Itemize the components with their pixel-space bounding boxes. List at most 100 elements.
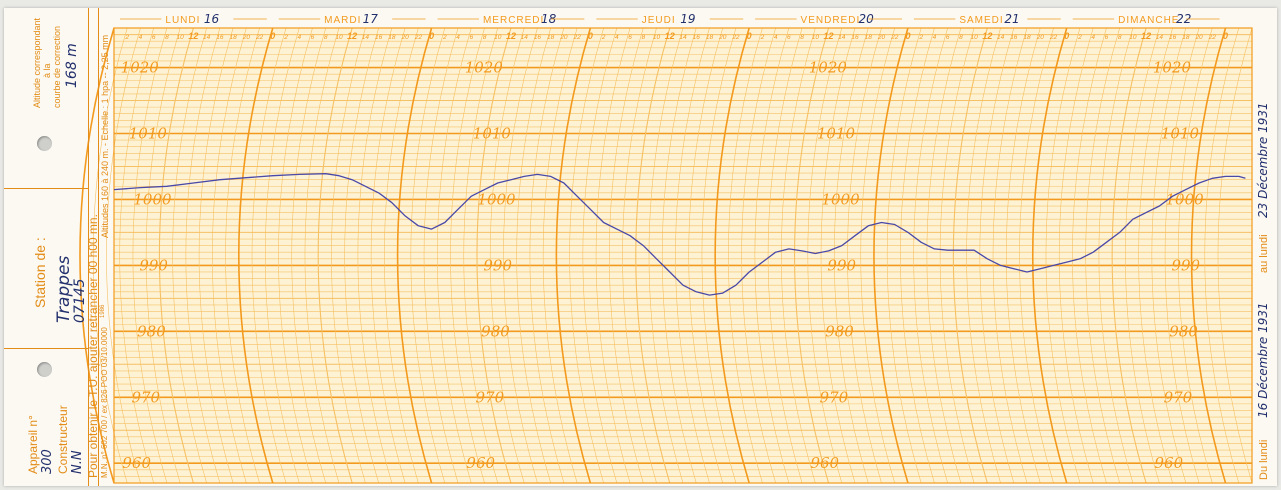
- day-number: 20: [859, 12, 875, 26]
- time-gridline: [529, 27, 565, 484]
- time-gridline: [701, 27, 737, 484]
- constructeur-label: Constructeur: [56, 405, 70, 474]
- time-gridline: [926, 27, 962, 484]
- pressure-tick-label: 960: [466, 454, 495, 472]
- time-gridline: [966, 27, 1001, 484]
- pressure-tick-label: 1020: [809, 59, 848, 77]
- hour-tick-label: 4: [774, 34, 778, 41]
- time-gridline: [503, 27, 538, 484]
- pressure-tick-label: 980: [825, 322, 854, 340]
- time-gridline: [820, 27, 856, 484]
- time-gridline: [396, 27, 433, 484]
- time-gridline: [331, 27, 366, 484]
- time-gridline: [1111, 27, 1147, 484]
- time-gridline: [1072, 27, 1107, 484]
- hour-tick-label: 16: [375, 34, 383, 41]
- hour-tick-label: 14: [1156, 34, 1164, 41]
- hour-tick-label: 8: [483, 34, 487, 41]
- time-gridline: [516, 27, 551, 484]
- barograph-chart-paper: LUNDI 16 MARDI 17 MERCREDI 18 JEUDI 19 VENDREDI 2…: [4, 8, 1277, 486]
- stub-separator: [88, 8, 89, 486]
- stub-separator-2: [98, 8, 99, 486]
- appareil-value: 300: [40, 449, 55, 474]
- time-gridline: [357, 27, 393, 484]
- time-gridline: [609, 27, 644, 484]
- hour-tick-label: 8: [165, 34, 169, 41]
- altitude-value: 168 m: [64, 43, 80, 88]
- time-gridline: [728, 27, 763, 484]
- end-date: 23 Décembre 1931: [1256, 102, 1270, 218]
- time-gridline: [1098, 27, 1134, 484]
- hour-tick-label: 6: [628, 34, 632, 41]
- time-gridline: [1217, 27, 1253, 484]
- hour-tick-label: 22: [1049, 34, 1058, 41]
- time-gridline: [489, 27, 525, 484]
- hour-tick-label: 20: [559, 34, 568, 41]
- time-gridline: [622, 27, 657, 484]
- ut-instruction: Pour obtenir le T.U. ajouter retrancher …: [86, 214, 100, 478]
- hour-tick-label: 2: [918, 34, 923, 41]
- time-gridline: [688, 27, 723, 484]
- time-gridline: [1164, 27, 1200, 484]
- hour-tick-label: 18: [706, 34, 714, 41]
- time-gridline: [595, 27, 631, 484]
- hour-tick-label: 12: [506, 31, 516, 41]
- pressure-tick-label: 1010: [473, 125, 512, 143]
- hour-tick-label: 20: [242, 34, 251, 41]
- time-gridline: [264, 27, 300, 484]
- hour-tick-label: 10: [177, 34, 185, 41]
- time-gridline: [886, 27, 922, 484]
- time-gridline: [794, 27, 830, 484]
- time-gridline: [767, 27, 803, 484]
- time-gridline: [370, 27, 406, 484]
- time-gridline: [344, 27, 379, 484]
- altitude-label-line3: courbe de correction: [52, 25, 62, 108]
- time-gridline: [1005, 27, 1041, 484]
- hour-tick-label: 2: [442, 34, 447, 41]
- hour-tick-label: 20: [400, 34, 409, 41]
- time-gridline: [212, 27, 247, 484]
- time-gridline: [1190, 27, 1227, 484]
- time-gridline: [741, 27, 776, 484]
- time-gridline: [278, 27, 313, 484]
- constructeur-value: N.N: [70, 450, 85, 474]
- hour-tick-label: 6: [311, 34, 315, 41]
- year-small-text: 1986: [100, 304, 106, 318]
- pressure-trace: [113, 173, 1246, 296]
- hour-tick-label: 14: [679, 34, 687, 41]
- hour-tick-label: 16: [693, 34, 701, 41]
- hour-tick-label: 14: [521, 34, 529, 41]
- time-gridline: [582, 27, 618, 484]
- time-gridline: [1058, 27, 1094, 484]
- pressure-tick-label: 960: [810, 454, 839, 472]
- time-gridline: [754, 27, 790, 484]
- pressure-tick-label: 1000: [133, 190, 172, 208]
- pressure-tick-label: 1020: [121, 59, 160, 77]
- time-gridline: [847, 27, 882, 484]
- hour-tick-label: 22: [890, 34, 899, 41]
- pressure-tick-label: 1010: [129, 125, 168, 143]
- hour-tick-label: 4: [1091, 34, 1095, 41]
- hour-tick-label: 22: [731, 34, 740, 41]
- hour-tick-label: 4: [456, 34, 460, 41]
- time-gridline: [119, 27, 154, 484]
- time-gridline: [410, 27, 446, 484]
- hour-tick-label: 22: [1208, 34, 1217, 41]
- time-gridline: [1178, 27, 1213, 484]
- hour-tick-label: 12: [824, 31, 834, 41]
- day-number: 18: [541, 12, 557, 26]
- hour-tick-label: 16: [1169, 34, 1177, 41]
- hour-tick-label: 10: [494, 34, 502, 41]
- hour-tick-label: 8: [324, 34, 328, 41]
- hour-tick-label: 8: [800, 34, 804, 41]
- stub-box-line: [4, 188, 88, 189]
- hour-tick-label: 10: [335, 34, 343, 41]
- stub-box-line-2: [4, 348, 88, 349]
- pressure-tick-label: 970: [820, 388, 849, 406]
- pressure-tick-label: 1000: [821, 190, 860, 208]
- hour-tick-label: 10: [653, 34, 661, 41]
- time-gridline: [542, 27, 578, 484]
- time-gridline: [436, 27, 472, 484]
- altitude-label-line2: à la: [42, 63, 52, 78]
